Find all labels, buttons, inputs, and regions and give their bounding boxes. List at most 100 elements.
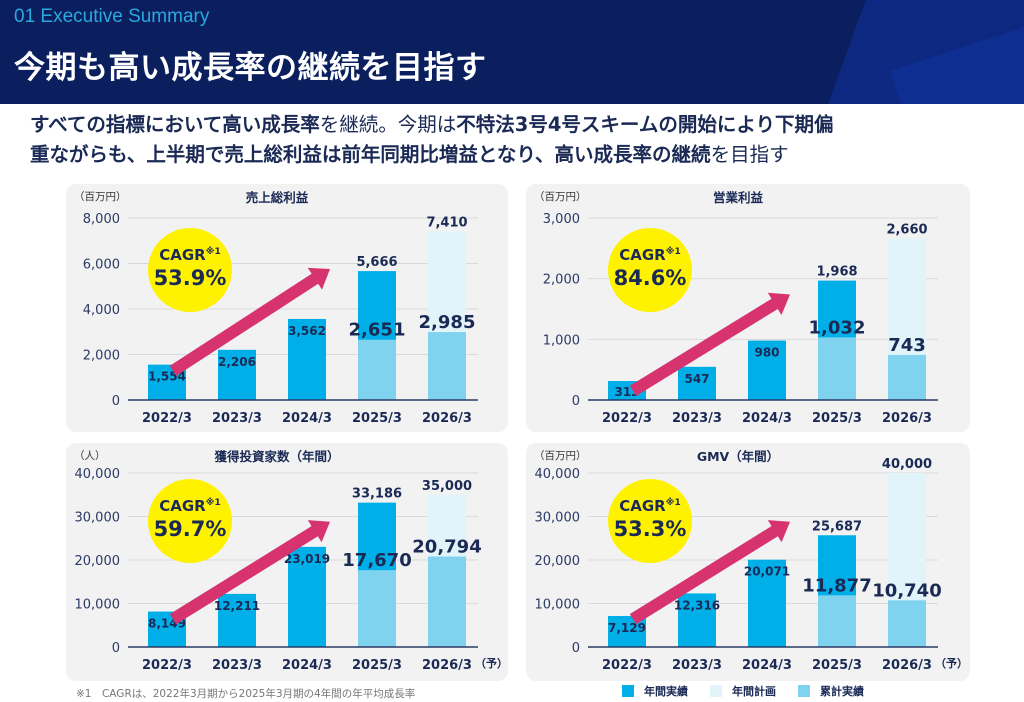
x-tick-label: 2025/3: [352, 411, 402, 426]
x-tick-label: 2022/3: [142, 658, 192, 673]
x-tick-label: 2024/3: [742, 658, 792, 673]
x-tick-label: 2024/3: [742, 411, 792, 426]
bar-cumulative-actual: [428, 332, 466, 400]
legend-label: 年間計画: [732, 685, 776, 698]
bar-cumulative-actual: [888, 354, 926, 400]
bar-value-label: 2,660: [886, 223, 927, 238]
bar-annual-actual: [218, 593, 256, 647]
cagr-label: CAGR※1: [159, 246, 221, 264]
x-tick-label: 2024/3: [282, 658, 332, 673]
cumulative-value-label: 743: [888, 335, 926, 356]
x-tick-label: 2022/3: [602, 658, 652, 673]
lead-text-segment: を継続。今期は: [319, 113, 457, 136]
bar-value-label: 40,000: [882, 457, 932, 472]
y-tick-label: 1,000: [543, 333, 580, 348]
growth-arrow-icon: [629, 520, 790, 625]
x-tick-label: 2025/3: [352, 658, 402, 673]
x-tick-label: 2024/3: [282, 411, 332, 426]
bar-annual-actual: [288, 318, 326, 400]
cagr-footnote-marker: ※1: [665, 247, 681, 257]
footnote: ※1 CAGRは、2022年3月期から2025年3月期の4年間の年平均成長率: [76, 688, 416, 700]
bar-value-label: 12,316: [674, 598, 720, 612]
cagr-label: CAGR※1: [159, 497, 221, 515]
x-tick-label: 2023/3: [212, 658, 262, 673]
y-tick-label: 10,000: [75, 598, 121, 613]
y-unit-label: （人）: [74, 450, 106, 462]
cagr-label: CAGR※1: [619, 246, 681, 264]
chart-panel-gross-profit: （百万円） 売上総利益 0 2,000 4,000 6,000 8,000 1,554 2022…: [66, 184, 508, 432]
legend-item-annual-plan: 年間計画: [710, 683, 776, 699]
bar-value-label: 547: [684, 372, 709, 386]
chart-title: GMV（年間）: [697, 449, 779, 464]
growth-arrow-icon: [169, 267, 330, 376]
cagr-value: 53.9%: [153, 266, 227, 290]
cumulative-value-label: 1,032: [809, 317, 866, 338]
x-tick-label: 2026/3: [882, 658, 932, 673]
legend-swatch: [798, 685, 810, 697]
lead-line-2: 重ながらも、上半期で売上総利益は前年同期比増益となり、高い成長率の継続を目指す: [30, 140, 1010, 170]
bar-annual-actual: [748, 559, 786, 647]
legend-label: 年間実績: [644, 685, 688, 698]
y-tick-label: 30,000: [75, 511, 121, 526]
y-tick-label: 2,000: [83, 349, 120, 364]
x-tick-label: 2022/3: [602, 411, 652, 426]
cumulative-value-label: 20,794: [412, 537, 481, 558]
y-tick-label: 8,000: [83, 212, 120, 227]
chart-svg: （百万円） 営業利益01,0002,0003,0003132022/3547202…: [534, 190, 938, 426]
cagr-badge: CAGR※1 53.9%: [148, 228, 232, 312]
chart-title: 獲得投資家数（年間）: [214, 449, 339, 464]
growth-arrow-icon: [169, 520, 330, 625]
bar-value-label: 35,000: [422, 479, 472, 494]
cagr-badge: CAGR※1 53.3%: [608, 479, 692, 563]
x-tick-label: 2026/3: [422, 658, 472, 673]
x-tick-label: 2025/3: [812, 411, 862, 426]
bar-annual-actual: [218, 349, 256, 400]
cagr-value: 53.3%: [613, 517, 687, 541]
page-title: 今期も高い成長率の継続を目指す: [14, 50, 487, 86]
bar-cumulative-actual: [428, 556, 466, 647]
bar-value-label: 7,410: [426, 215, 467, 230]
chart-title: 売上総利益: [246, 190, 309, 205]
legend-label: 累計実績: [820, 685, 864, 698]
bar-value-label: 5,666: [356, 255, 397, 270]
x-tick-label: 2023/3: [672, 658, 722, 673]
bar-cumulative-actual: [818, 337, 856, 400]
legend-item-annual-actual: 年間実績: [622, 683, 688, 699]
cumulative-value-label: 2,985: [419, 312, 476, 333]
bar-cumulative-actual: [358, 339, 396, 400]
y-tick-label: 2,000: [543, 273, 580, 288]
lead-text-segment: を目指す: [710, 143, 789, 166]
cumulative-value-label: 10,740: [872, 580, 941, 601]
bar-cumulative-actual: [818, 595, 856, 647]
chart-svg: （人） 獲得投資家数（年間）010,00020,00030,00040,0008,…: [74, 449, 508, 673]
y-tick-label: 4,000: [83, 303, 120, 318]
cumulative-value-label: 11,877: [802, 575, 871, 596]
y-tick-label: 0: [112, 394, 120, 409]
y-unit-label: （百万円）: [74, 191, 127, 203]
bar-value-label: 25,687: [812, 519, 862, 534]
bar-value-label: 980: [754, 346, 779, 360]
y-tick-label: 0: [572, 394, 580, 409]
cagr-value: 84.6%: [613, 266, 687, 290]
bar-value-label: 23,019: [284, 552, 330, 566]
cagr-footnote-marker: ※1: [205, 498, 221, 508]
forecast-marker: （予）: [475, 657, 508, 670]
lead-text: すべての指標において高い成長率を継続。今期は不特法3号4号スキームの開始により下…: [30, 110, 1010, 170]
cagr-badge: CAGR※1 59.7%: [148, 479, 232, 563]
cagr-value: 59.7%: [153, 517, 227, 541]
bar-value-label: 7,129: [608, 621, 646, 635]
section-label: 01 Executive Summary: [14, 6, 210, 27]
bar-annual-actual: [678, 593, 716, 647]
y-tick-label: 10,000: [535, 598, 581, 613]
y-tick-label: 3,000: [543, 212, 580, 227]
bar-value-label: 3,562: [288, 324, 326, 338]
bar-cumulative-actual: [358, 570, 396, 647]
x-tick-label: 2023/3: [672, 411, 722, 426]
y-unit-label: （百万円）: [534, 191, 587, 203]
chart-svg: （百万円） GMV（年間） 0 10,000 20,000 30,000 40,000 7,1…: [534, 449, 968, 673]
cagr-footnote-marker: ※1: [665, 498, 681, 508]
bar-value-label: 1,968: [816, 265, 857, 280]
bar-cumulative-actual: [888, 600, 926, 647]
cumulative-value-label: 17,670: [342, 550, 411, 571]
cumulative-value-label: 2,651: [349, 320, 406, 341]
